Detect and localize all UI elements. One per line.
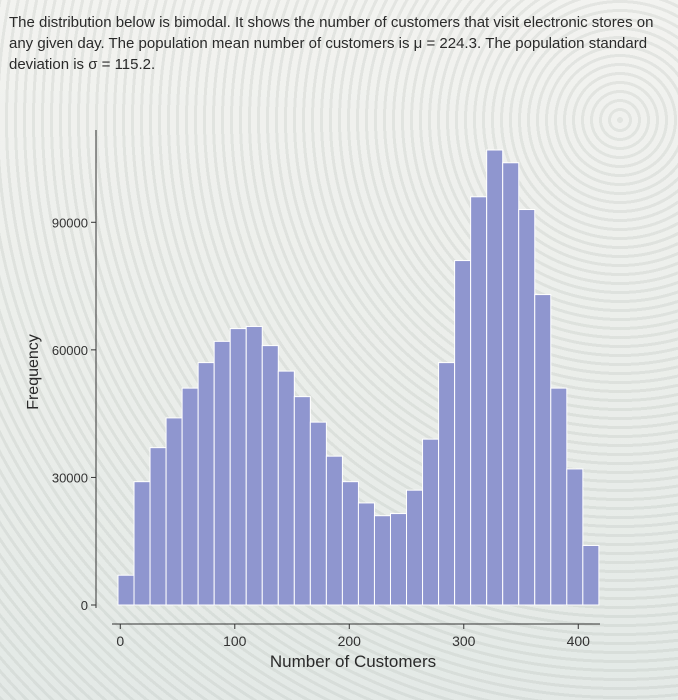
histogram-bar: [518, 209, 536, 606]
histogram-bar: [261, 345, 279, 606]
y-axis-label: Frequency: [25, 334, 42, 410]
histogram-bar: [245, 325, 263, 606]
x-tick-label: 400: [567, 633, 591, 649]
bars-group: [117, 149, 600, 606]
histogram-bar: [197, 362, 215, 606]
x-tick-label: 0: [116, 633, 124, 649]
histogram-bar: [325, 455, 343, 606]
x-tick-label: 300: [452, 633, 476, 649]
x-tick-label: 100: [223, 633, 247, 649]
histogram-bar: [133, 481, 151, 606]
histogram-bar: [181, 387, 199, 606]
histogram-bar: [566, 468, 584, 606]
y-tick-label: 0: [81, 598, 88, 613]
histogram-bar: [357, 502, 375, 606]
histogram-bar: [534, 294, 552, 606]
y-tick-label: 90000: [52, 215, 88, 230]
histogram-bar: [389, 513, 408, 606]
histogram-bar: [438, 362, 456, 606]
histogram-bar: [117, 574, 135, 606]
y-tick-label: 30000: [52, 470, 88, 485]
histogram-bar: [373, 515, 391, 606]
histogram-bar: [341, 481, 359, 606]
histogram-bar: [550, 387, 568, 606]
histogram-bar: [165, 417, 183, 606]
axes-group: 0 30000 60000 90000 0 100 200 300 400: [52, 130, 600, 649]
histogram-bar: [149, 447, 167, 606]
histogram-bar: [454, 260, 472, 606]
histogram-bar: [502, 162, 520, 606]
histogram-bar: [277, 370, 295, 606]
y-tick-label: 60000: [52, 343, 88, 358]
histogram-bar: [309, 421, 327, 606]
histogram-bar: [486, 149, 504, 606]
histogram-bar: [422, 438, 440, 606]
histogram-bar: [582, 544, 600, 606]
histogram-bar: [293, 396, 311, 606]
histogram-bar: [406, 489, 424, 606]
histogram-bar: [470, 196, 488, 606]
problem-statement: The distribution below is bimodal. It sh…: [9, 14, 654, 73]
x-tick-label: 200: [338, 633, 362, 649]
x-axis-label: Number of Customers: [270, 652, 436, 671]
histogram-bar: [213, 340, 231, 606]
histogram-bar: [229, 328, 247, 606]
